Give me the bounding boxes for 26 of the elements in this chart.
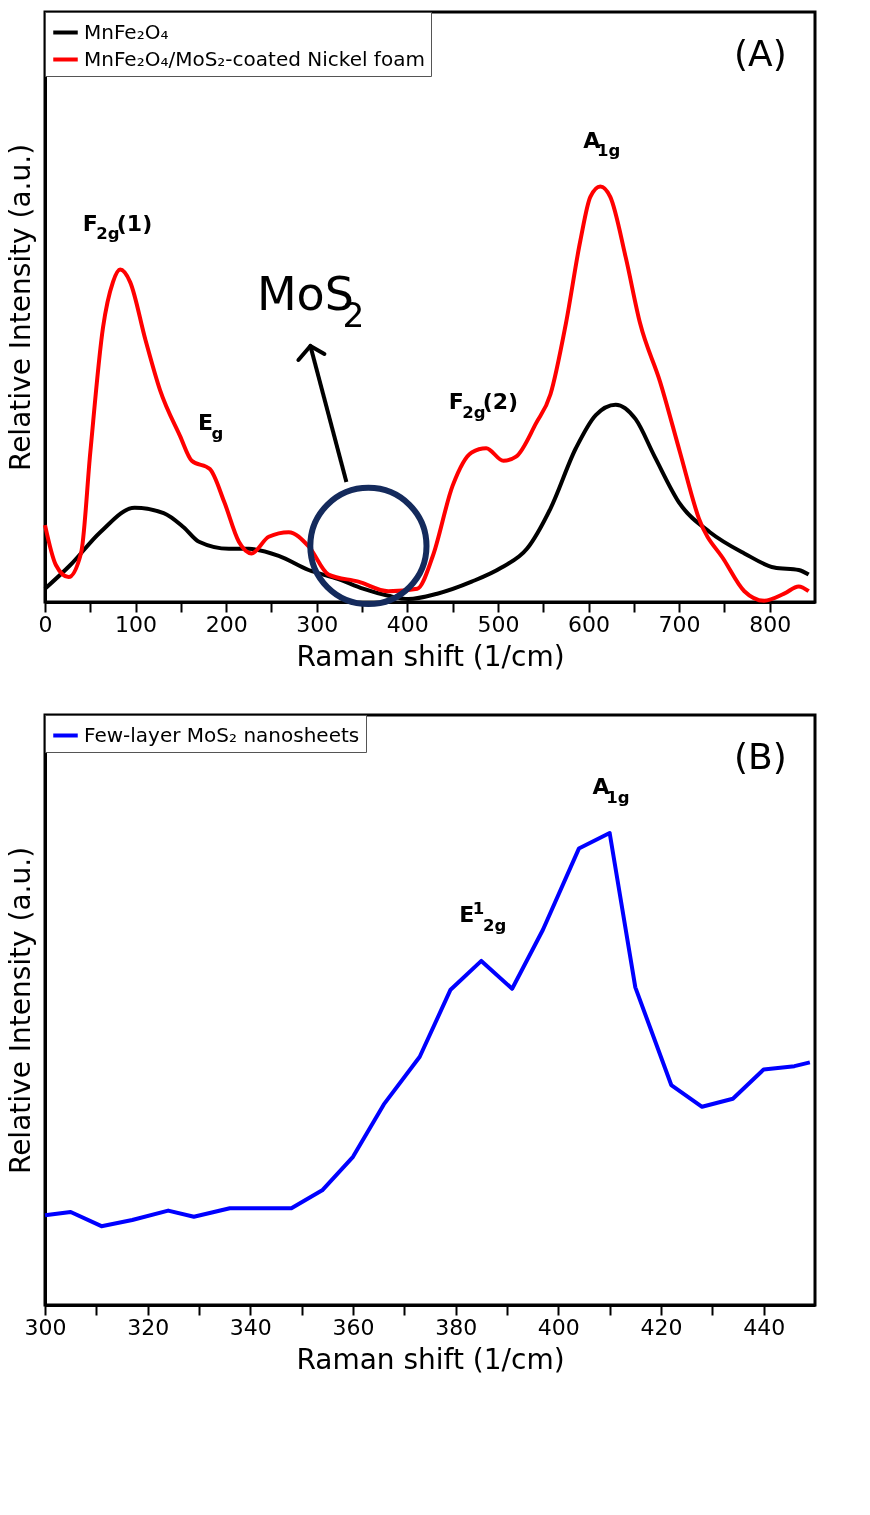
x-tick-label: 300 xyxy=(296,611,339,637)
legend-label: MnFe₂O₄/MoS₂-coated Nickel foam xyxy=(84,46,425,71)
x-tick-label: 200 xyxy=(205,611,248,637)
x-tick-label: 100 xyxy=(115,611,158,637)
x-tick-label: 420 xyxy=(640,1314,683,1340)
x-tick-label: 360 xyxy=(332,1314,375,1340)
x-tick-label: 500 xyxy=(477,611,520,637)
x-tick-label: 800 xyxy=(749,611,792,637)
x-tick-label: 600 xyxy=(568,611,611,637)
legend-label: MnFe₂O₄ xyxy=(84,19,169,44)
x-tick-label: 440 xyxy=(743,1314,786,1340)
x-axis-title: Raman shift (1/cm) xyxy=(296,639,565,673)
x-tick-label: 400 xyxy=(537,1314,580,1340)
x-tick-label: 340 xyxy=(229,1314,272,1340)
x-axis-title: Raman shift (1/cm) xyxy=(296,1342,565,1376)
x-tick-label: 700 xyxy=(658,611,701,637)
legend-label: Few-layer MoS₂ nanosheets xyxy=(84,722,360,747)
x-tick-label: 380 xyxy=(435,1314,478,1340)
y-axis-title: Relative Intensity (a.u.) xyxy=(3,143,37,472)
text: (B) xyxy=(734,736,787,777)
x-tick-label: 0 xyxy=(38,611,53,637)
y-axis-title: Relative Intensity (a.u.) xyxy=(3,846,37,1175)
x-tick-label: 320 xyxy=(127,1314,170,1340)
x-tick-label: 400 xyxy=(386,611,429,637)
text: (A) xyxy=(734,33,787,74)
x-tick-label: 300 xyxy=(24,1314,67,1340)
